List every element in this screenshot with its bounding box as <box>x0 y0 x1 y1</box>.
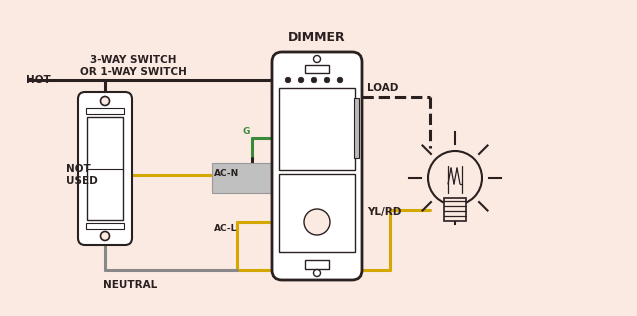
Circle shape <box>313 56 320 63</box>
Circle shape <box>285 77 291 83</box>
Text: DIMMER: DIMMER <box>288 31 346 44</box>
Circle shape <box>313 270 320 276</box>
Circle shape <box>304 209 330 235</box>
Bar <box>212 163 272 193</box>
Bar <box>86 108 124 114</box>
Bar <box>305 65 329 73</box>
Circle shape <box>324 77 330 83</box>
Circle shape <box>428 151 482 205</box>
Circle shape <box>311 77 317 83</box>
Bar <box>279 174 355 252</box>
Bar <box>354 98 359 158</box>
FancyBboxPatch shape <box>78 92 132 245</box>
Circle shape <box>101 96 110 106</box>
Circle shape <box>337 77 343 83</box>
Text: G: G <box>243 127 250 137</box>
Bar <box>86 223 124 229</box>
Text: NOT
USED: NOT USED <box>66 164 97 186</box>
Text: AC-L: AC-L <box>214 224 238 233</box>
Text: NEUTRAL: NEUTRAL <box>103 280 157 290</box>
Text: HOT: HOT <box>26 75 51 85</box>
Bar <box>444 198 466 221</box>
Bar <box>279 88 355 170</box>
Text: AC-N: AC-N <box>214 169 240 179</box>
Text: LOAD: LOAD <box>367 83 398 93</box>
Bar <box>87 117 123 220</box>
Bar <box>305 260 329 269</box>
Text: YL/RD: YL/RD <box>367 207 401 217</box>
FancyBboxPatch shape <box>272 52 362 280</box>
Text: 3-WAY SWITCH
OR 1-WAY SWITCH: 3-WAY SWITCH OR 1-WAY SWITCH <box>80 55 187 77</box>
Circle shape <box>101 232 110 240</box>
Circle shape <box>298 77 304 83</box>
